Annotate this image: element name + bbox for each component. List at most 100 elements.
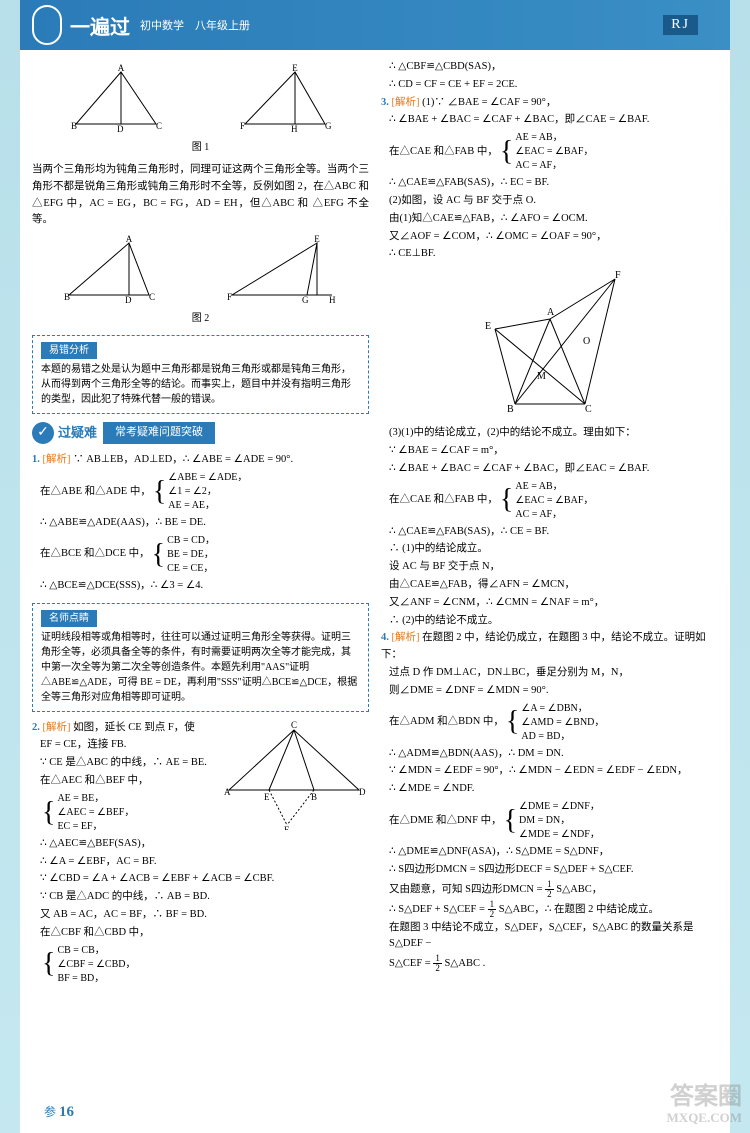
p4-l7: 在△DME 和△DNF 中， — [389, 813, 502, 830]
triangle-2a: A B D C — [54, 235, 174, 305]
svg-text:E: E — [264, 792, 270, 802]
p4-l13-post: S△ABC . — [444, 958, 485, 969]
triangle-2b: E F G H — [217, 235, 347, 305]
p3-figure: F E A O M B C — [381, 269, 718, 419]
svg-text:B: B — [507, 404, 514, 415]
watermark-line1: 答案圈 — [667, 1084, 742, 1110]
brace-icon: { — [506, 711, 519, 733]
p2-group1: { AE = BE， ∠AEC = ∠BEF， EC = EF， — [40, 792, 213, 834]
svg-text:F: F — [227, 292, 232, 302]
p3-l13: 由△CAE≌△FAB，得∠AFN = ∠MCN， — [381, 577, 718, 594]
svg-text:D: D — [125, 295, 132, 305]
svg-text:M: M — [537, 371, 546, 382]
brace-icon: { — [500, 489, 513, 511]
p4-b1-1: ∠AMD = ∠BND， — [521, 716, 604, 730]
svg-text:C: C — [585, 404, 592, 415]
p1-l2: 在△ABE 和△ADE 中， — [40, 484, 151, 501]
p3-l7: ∵ ∠BAE = ∠CAF = m°， — [381, 443, 718, 460]
balloon-icon — [32, 5, 62, 45]
svg-text:B: B — [64, 292, 70, 302]
p4-l12: 在题图 3 中结论不成立，S△DEF，S△CEF，S△ABC 的数量关系是 S△… — [381, 920, 718, 954]
page-number: 参 16 — [44, 1103, 74, 1121]
frac-den: 2 — [433, 964, 442, 973]
brace-icon: { — [42, 953, 55, 975]
p4-intro: 在题图 2 中，结论仍成立，在题图 3 中，结论不成立。证明如下： — [381, 632, 706, 660]
p3-b1-1: ∠EAC = ∠BAF， — [515, 145, 593, 159]
p1-b2-1: BE = DE， — [167, 548, 215, 562]
content-columns: A B D C E F H G 图 1 当两个三角形均为钝角三角形时，同理可证这… — [20, 50, 730, 996]
p3-b2-0: AE = AB， — [515, 480, 593, 494]
p4-l10-pre: 又由题意，可知 S四边形DMCN = — [389, 883, 545, 894]
triangle-1a: A B D C — [61, 64, 171, 134]
svg-text:A: A — [118, 64, 125, 73]
r-top-l2: ∴ CD = CF = CE + EF = 2CE. — [381, 77, 718, 94]
p4-l11-pre: ∴ S△DEF + S△CEF = — [389, 903, 488, 914]
triangle-1b: E F H G — [230, 64, 340, 134]
p2-l6: ∵ ∠CBD = ∠A + ∠ACB = ∠EBF + ∠ACB = ∠CBF. — [32, 871, 369, 888]
p4-l9: ∴ S四边形DMCN = S四边形DECF = S△DEF + S△CEF. — [381, 862, 718, 879]
p4-b2-1: DM = DN， — [519, 814, 600, 828]
p4-l11: ∴ S△DEF + S△CEF = 12 S△ABC，∴ 在题图 2 中结论成立… — [381, 900, 718, 919]
svg-text:D: D — [117, 124, 124, 134]
p4-group2: 在△DME 和△DNF 中， { ∠DME = ∠DNF， DM = DN， ∠… — [389, 800, 718, 842]
tip-box-1: 易错分析 本题的易错之处是认为题中三角形都是锐角三角形或都是钝角三角形，从而得到… — [32, 335, 369, 414]
problem-4: 4. [解析] 在题图 2 中，结论仍成立，在题图 3 中，结论不成立。证明如下… — [381, 630, 718, 973]
svg-text:C: C — [156, 121, 162, 131]
p3-num: 3. — [381, 97, 389, 108]
p2-b2-1: ∠CBF = ∠CBD， — [57, 958, 135, 972]
svg-text:B: B — [311, 792, 317, 802]
paragraph-1: 当两个三角形均为钝角三角形时，同理可证这两个三角形全等。当两个三角形不都是锐角三… — [32, 162, 369, 229]
page: 一遍过 初中数学 八年级上册 RJ A B D C E F — [20, 0, 730, 1133]
p4-l3: 在△ADM 和△BDN 中， — [389, 714, 504, 731]
p3-l8: ∴ ∠BAE + ∠BAC = ∠CAF + ∠BAC，即∠EAC = ∠BAF… — [381, 461, 718, 478]
brace-icon: { — [153, 481, 166, 503]
watermark: 答案圈 MXQE.COM — [667, 1084, 742, 1125]
p4-l13: S△CEF = 12 S△ABC . — [381, 954, 718, 973]
p3-l3: ∴ △CAE≌△FAB(SAS)，∴ EC = BF. — [381, 175, 718, 192]
fig1-caption: 图 1 — [32, 140, 369, 156]
p3-l2: 在△CAE 和△FAB 中， — [389, 144, 498, 161]
section-header: ✓ 过疑难 常考疑难问题突破 — [32, 422, 369, 444]
p2-l8: 又 AB = AC，AC = BF，∴ BF = BD. — [32, 907, 369, 924]
p3-group2: 在△CAE 和△FAB 中， { AE = AB， ∠EAC = ∠BAF， A… — [389, 480, 718, 522]
figure-2: A B D C E F G H — [32, 235, 369, 305]
p3-b2-2: AC = AF， — [515, 508, 593, 522]
tip-box-2: 名师点睛 证明线段相等或角相等时，往往可以通过证明三角形全等获得。证明三角形全等… — [32, 603, 369, 712]
p1-group1: 在△ABE 和△ADE 中， { ∠ABE = ∠ADE， ∠1 = ∠2， A… — [40, 471, 369, 513]
section-title: 过疑难 — [58, 423, 97, 444]
p3-l4: 由(1)知△CAE≌△FAB，∴ ∠AFO = ∠OCM. — [381, 211, 718, 228]
p4-l1: 过点 D 作 DM⊥AC，DN⊥BC，垂足分别为 M，N， — [381, 665, 718, 682]
tip2-text: 证明线段相等或角相等时，往往可以通过证明三角形全等获得。证明三角形全等，必须具备… — [41, 630, 360, 705]
p2-label: [解析] — [43, 722, 71, 733]
p1-b1-0: ∠ABE = ∠ADE， — [168, 471, 247, 485]
p3-l6: ∴ CE⊥BF. — [381, 246, 718, 263]
frac-den: 2 — [545, 890, 554, 899]
p3-l9: 在△CAE 和△FAB 中， — [389, 492, 498, 509]
svg-text:A: A — [547, 307, 555, 318]
brace-icon: { — [42, 802, 55, 824]
svg-text:G: G — [302, 295, 309, 305]
p1-num: 1. — [32, 454, 40, 465]
p2-l7: ∵ CB 是△ADC 的中线，∴ AB = BD. — [32, 889, 369, 906]
p3-b1-0: AE = AB， — [515, 131, 593, 145]
left-column: A B D C E F H G 图 1 当两个三角形均为钝角三角形时，同理可证这… — [32, 58, 369, 988]
p3-l12: 设 AC 与 BF 交于点 N， — [381, 559, 718, 576]
p4-l6: ∴ ∠MDE = ∠NDF. — [381, 781, 718, 798]
check-icon: ✓ — [32, 422, 54, 444]
header-title: 一遍过 — [70, 11, 130, 40]
svg-text:E: E — [485, 321, 491, 332]
p1-l1: ∵ AB⊥EB，AD⊥ED，∴ ∠ABE = ∠ADE = 90°. — [73, 454, 293, 465]
brace-icon: { — [504, 810, 517, 832]
svg-text:E: E — [292, 64, 298, 73]
p2-num: 2. — [32, 722, 40, 733]
p4-l4: ∴ △ADM≌△BDN(AAS)，∴ DM = DN. — [381, 746, 718, 763]
p3-b2-1: ∠EAC = ∠BAF， — [515, 494, 593, 508]
tip1-text: 本题的易错之处是认为题中三角形都是锐角三角形或都是钝角三角形，从而得到两个三角形… — [41, 362, 360, 407]
p1-b1-2: AE = AE， — [168, 499, 247, 513]
p4-l2: 则∠DME = ∠DNF = ∠MDN = 90°. — [381, 683, 718, 700]
p1-l4: 在△BCE 和△DCE 中， — [40, 546, 150, 563]
p4-b2-0: ∠DME = ∠DNF， — [519, 800, 600, 814]
p3-b1-2: AC = AF， — [515, 159, 593, 173]
p1-b1-1: ∠1 = ∠2， — [168, 485, 247, 499]
p3-part2: (2)如图，设 AC 与 BF 交于点 O. — [381, 193, 718, 210]
